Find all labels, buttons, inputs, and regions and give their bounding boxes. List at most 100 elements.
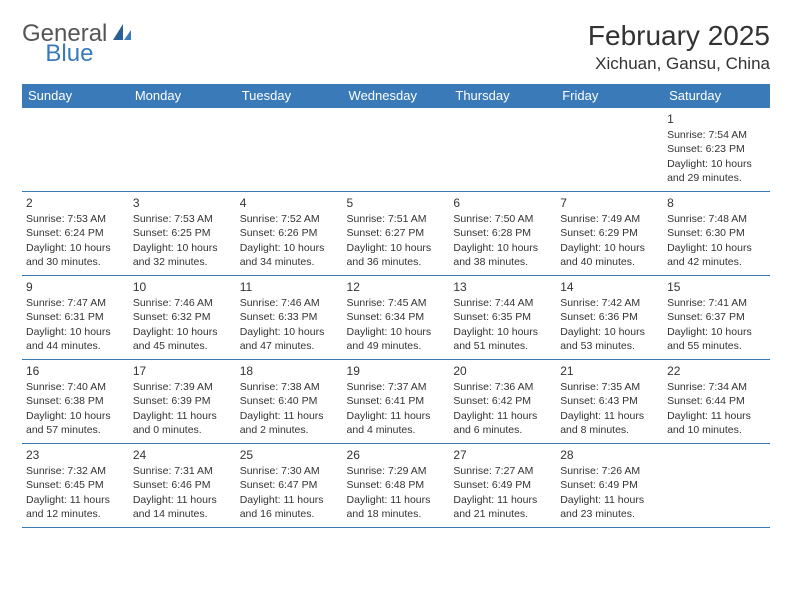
location-label: Xichuan, Gansu, China [588, 54, 770, 74]
daylight-text: Daylight: 11 hours and 0 minutes. [133, 409, 232, 437]
calendar-cell: 23Sunrise: 7:32 AMSunset: 6:45 PMDayligh… [22, 444, 129, 528]
logo-sail-icon [111, 22, 133, 47]
calendar-cell: 7Sunrise: 7:49 AMSunset: 6:29 PMDaylight… [556, 192, 663, 276]
daylight-text: Daylight: 11 hours and 16 minutes. [240, 493, 339, 521]
sunset-text: Sunset: 6:37 PM [667, 310, 766, 324]
day-number: 22 [667, 363, 766, 379]
weekday-header-row: Sunday Monday Tuesday Wednesday Thursday… [22, 84, 770, 108]
sunrise-text: Sunrise: 7:54 AM [667, 128, 766, 142]
month-title: February 2025 [588, 20, 770, 52]
sunrise-text: Sunrise: 7:26 AM [560, 464, 659, 478]
calendar-row: 9Sunrise: 7:47 AMSunset: 6:31 PMDaylight… [22, 276, 770, 360]
daylight-text: Daylight: 10 hours and 57 minutes. [26, 409, 125, 437]
daylight-text: Daylight: 10 hours and 47 minutes. [240, 325, 339, 353]
day-number: 27 [453, 447, 552, 463]
sunrise-text: Sunrise: 7:42 AM [560, 296, 659, 310]
sunset-text: Sunset: 6:23 PM [667, 142, 766, 156]
logo: General Blue [22, 20, 185, 48]
daylight-text: Daylight: 10 hours and 34 minutes. [240, 241, 339, 269]
sunrise-text: Sunrise: 7:40 AM [26, 380, 125, 394]
calendar-cell: 22Sunrise: 7:34 AMSunset: 6:44 PMDayligh… [663, 360, 770, 444]
calendar-cell [129, 108, 236, 192]
calendar-cell: 16Sunrise: 7:40 AMSunset: 6:38 PMDayligh… [22, 360, 129, 444]
day-number: 24 [133, 447, 232, 463]
sunrise-text: Sunrise: 7:37 AM [347, 380, 446, 394]
calendar-cell: 6Sunrise: 7:50 AMSunset: 6:28 PMDaylight… [449, 192, 556, 276]
sunrise-text: Sunrise: 7:52 AM [240, 212, 339, 226]
sunrise-text: Sunrise: 7:38 AM [240, 380, 339, 394]
day-number: 1 [667, 111, 766, 127]
calendar-cell: 18Sunrise: 7:38 AMSunset: 6:40 PMDayligh… [236, 360, 343, 444]
sunset-text: Sunset: 6:44 PM [667, 394, 766, 408]
daylight-text: Daylight: 10 hours and 40 minutes. [560, 241, 659, 269]
day-number: 4 [240, 195, 339, 211]
calendar-cell: 28Sunrise: 7:26 AMSunset: 6:49 PMDayligh… [556, 444, 663, 528]
sunrise-text: Sunrise: 7:30 AM [240, 464, 339, 478]
weekday-header: Tuesday [236, 84, 343, 108]
daylight-text: Daylight: 11 hours and 12 minutes. [26, 493, 125, 521]
daylight-text: Daylight: 11 hours and 14 minutes. [133, 493, 232, 521]
daylight-text: Daylight: 10 hours and 49 minutes. [347, 325, 446, 353]
calendar-cell: 24Sunrise: 7:31 AMSunset: 6:46 PMDayligh… [129, 444, 236, 528]
calendar-cell [343, 108, 450, 192]
calendar-cell: 8Sunrise: 7:48 AMSunset: 6:30 PMDaylight… [663, 192, 770, 276]
calendar-cell: 21Sunrise: 7:35 AMSunset: 6:43 PMDayligh… [556, 360, 663, 444]
calendar-cell: 12Sunrise: 7:45 AMSunset: 6:34 PMDayligh… [343, 276, 450, 360]
sunrise-text: Sunrise: 7:53 AM [26, 212, 125, 226]
calendar-cell: 13Sunrise: 7:44 AMSunset: 6:35 PMDayligh… [449, 276, 556, 360]
calendar-cell [556, 108, 663, 192]
day-number: 20 [453, 363, 552, 379]
sunrise-text: Sunrise: 7:44 AM [453, 296, 552, 310]
daylight-text: Daylight: 11 hours and 4 minutes. [347, 409, 446, 437]
sunrise-text: Sunrise: 7:41 AM [667, 296, 766, 310]
sunset-text: Sunset: 6:49 PM [560, 478, 659, 492]
sunset-text: Sunset: 6:38 PM [26, 394, 125, 408]
sunset-text: Sunset: 6:29 PM [560, 226, 659, 240]
daylight-text: Daylight: 11 hours and 6 minutes. [453, 409, 552, 437]
daylight-text: Daylight: 10 hours and 42 minutes. [667, 241, 766, 269]
weekday-header: Friday [556, 84, 663, 108]
sunset-text: Sunset: 6:39 PM [133, 394, 232, 408]
day-number: 6 [453, 195, 552, 211]
weekday-header: Monday [129, 84, 236, 108]
daylight-text: Daylight: 10 hours and 38 minutes. [453, 241, 552, 269]
calendar-cell [663, 444, 770, 528]
sunset-text: Sunset: 6:36 PM [560, 310, 659, 324]
daylight-text: Daylight: 11 hours and 10 minutes. [667, 409, 766, 437]
day-number: 13 [453, 279, 552, 295]
sunrise-text: Sunrise: 7:27 AM [453, 464, 552, 478]
daylight-text: Daylight: 11 hours and 21 minutes. [453, 493, 552, 521]
logo-text-blue: Blue [45, 40, 93, 68]
sunrise-text: Sunrise: 7:53 AM [133, 212, 232, 226]
daylight-text: Daylight: 11 hours and 23 minutes. [560, 493, 659, 521]
daylight-text: Daylight: 10 hours and 29 minutes. [667, 157, 766, 185]
sunset-text: Sunset: 6:30 PM [667, 226, 766, 240]
daylight-text: Daylight: 11 hours and 8 minutes. [560, 409, 659, 437]
sunrise-text: Sunrise: 7:49 AM [560, 212, 659, 226]
day-number: 7 [560, 195, 659, 211]
day-number: 28 [560, 447, 659, 463]
calendar-cell: 1Sunrise: 7:54 AMSunset: 6:23 PMDaylight… [663, 108, 770, 192]
header: General Blue February 2025 Xichuan, Gans… [22, 20, 770, 74]
day-number: 3 [133, 195, 232, 211]
sunset-text: Sunset: 6:48 PM [347, 478, 446, 492]
calendar-cell: 9Sunrise: 7:47 AMSunset: 6:31 PMDaylight… [22, 276, 129, 360]
day-number: 5 [347, 195, 446, 211]
daylight-text: Daylight: 10 hours and 53 minutes. [560, 325, 659, 353]
sunset-text: Sunset: 6:45 PM [26, 478, 125, 492]
day-number: 15 [667, 279, 766, 295]
day-number: 18 [240, 363, 339, 379]
day-number: 21 [560, 363, 659, 379]
calendar-cell: 15Sunrise: 7:41 AMSunset: 6:37 PMDayligh… [663, 276, 770, 360]
sunset-text: Sunset: 6:24 PM [26, 226, 125, 240]
calendar-row: 16Sunrise: 7:40 AMSunset: 6:38 PMDayligh… [22, 360, 770, 444]
daylight-text: Daylight: 11 hours and 2 minutes. [240, 409, 339, 437]
sunset-text: Sunset: 6:49 PM [453, 478, 552, 492]
day-number: 12 [347, 279, 446, 295]
calendar-cell: 19Sunrise: 7:37 AMSunset: 6:41 PMDayligh… [343, 360, 450, 444]
sunrise-text: Sunrise: 7:32 AM [26, 464, 125, 478]
daylight-text: Daylight: 10 hours and 30 minutes. [26, 241, 125, 269]
calendar-row: 1Sunrise: 7:54 AMSunset: 6:23 PMDaylight… [22, 108, 770, 192]
sunrise-text: Sunrise: 7:31 AM [133, 464, 232, 478]
calendar-cell: 20Sunrise: 7:36 AMSunset: 6:42 PMDayligh… [449, 360, 556, 444]
